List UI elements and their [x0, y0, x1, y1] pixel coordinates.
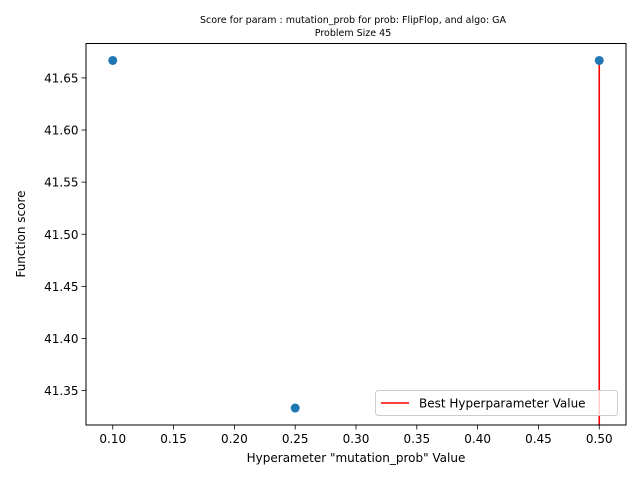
y-tick-label: 41.65 — [44, 71, 78, 85]
data-point-2 — [290, 403, 300, 413]
chart-title-line2: Problem Size 45 — [315, 28, 391, 39]
x-axis-label: Hyperameter "mutation_prob" Value — [247, 451, 466, 465]
x-tick-label: 0.35 — [403, 432, 430, 446]
y-tick-label: 41.40 — [44, 332, 78, 346]
y-tick-label: 41.60 — [44, 124, 78, 138]
x-tick-label: 0.50 — [586, 432, 613, 446]
data-point-1 — [108, 55, 118, 65]
x-axis-ticks: 0.10 0.15 0.20 0.25 0.30 0.35 0.40 0.45 0.50 — [99, 425, 613, 446]
y-tick-label: 41.35 — [44, 384, 78, 398]
x-tick-label: 0.25 — [282, 432, 309, 446]
y-tick-label: 41.55 — [44, 176, 78, 190]
x-tick-label: 0.20 — [221, 432, 248, 446]
legend-box — [375, 390, 618, 416]
x-tick-label: 0.30 — [343, 432, 370, 446]
x-tick-label: 0.15 — [160, 432, 187, 446]
y-tick-label: 41.50 — [44, 228, 78, 242]
plot-area — [108, 55, 604, 425]
chart-title-line1: Score for param : mutation_prob for prob… — [200, 15, 507, 26]
x-tick-label: 0.45 — [525, 432, 552, 446]
data-point-3 — [594, 55, 604, 65]
x-tick-label: 0.40 — [464, 432, 491, 446]
y-axis-ticks: 41.35 41.40 41.45 41.50 41.55 41.60 41.65 — [44, 71, 86, 398]
y-axis-label: Function score — [14, 190, 28, 277]
y-tick-label: 41.45 — [44, 280, 78, 294]
legend-label: Best Hyperparameter Value — [419, 397, 586, 411]
legend: Best Hyperparameter Value — [375, 390, 618, 416]
axes-frame — [85, 43, 627, 426]
x-tick-label: 0.10 — [99, 432, 126, 446]
